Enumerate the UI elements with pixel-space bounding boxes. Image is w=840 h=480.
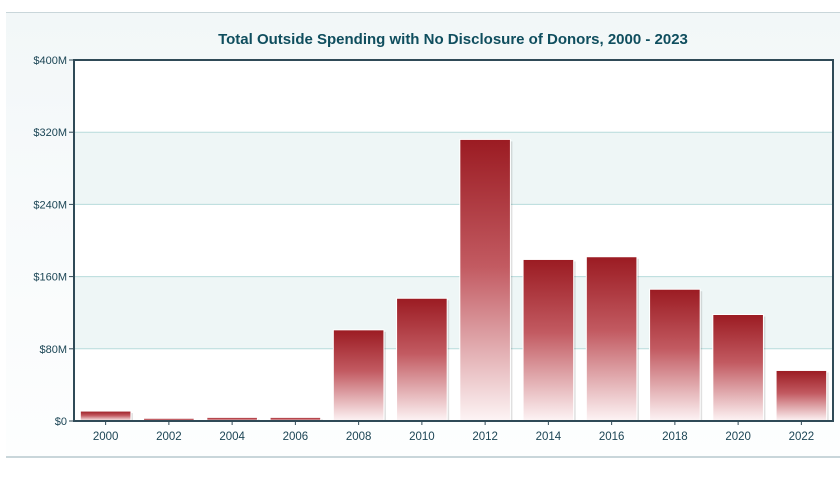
bar-2012 [459,138,511,422]
x-tick-label: 2016 [599,431,625,443]
plot-background [74,60,833,421]
x-tick-label: 2020 [725,431,751,443]
bar-2022 [775,369,828,422]
y-axis-ticks: $0 $80M $160M $240M $320M $400M [33,55,74,428]
bar-2016 [585,256,638,422]
y-tick-label: $320M [33,127,67,139]
bar-2000 [79,410,132,422]
x-tick-label: 2022 [789,431,815,443]
plot-border [73,59,834,422]
y-tick-label: $160M [33,272,67,284]
bar-2018 [649,288,701,422]
x-axis-ticks: 2000 2002 2004 2006 2008 2010 2012 2014 2016 2018… [93,421,814,443]
x-tick-label: 2014 [536,431,562,443]
x-tick-label: 2004 [219,431,245,443]
x-tick-label: 2008 [346,431,372,443]
plot-bands [74,60,833,421]
x-tick-label: 2002 [156,431,182,443]
bar-2008 [332,329,385,422]
chart-title: Total Outside Spending with No Disclosur… [218,31,688,48]
gridlines [74,131,833,350]
bar-2020 [712,314,764,422]
y-tick-label: $400M [33,55,67,67]
x-tick-label: 2000 [93,431,119,443]
x-tick-label: 2006 [283,431,309,443]
x-tick-label: 2018 [662,431,688,443]
plot-band [74,276,833,349]
bar-2014 [522,258,575,422]
plot-band [74,132,833,205]
y-tick-label: $80M [39,344,67,356]
bar-2010 [396,297,448,422]
y-tick-label: $0 [55,416,67,428]
x-tick-label: 2010 [409,431,435,443]
y-tick-label: $240M [33,199,67,211]
x-tick-label: 2012 [472,431,498,443]
axes [73,59,834,422]
